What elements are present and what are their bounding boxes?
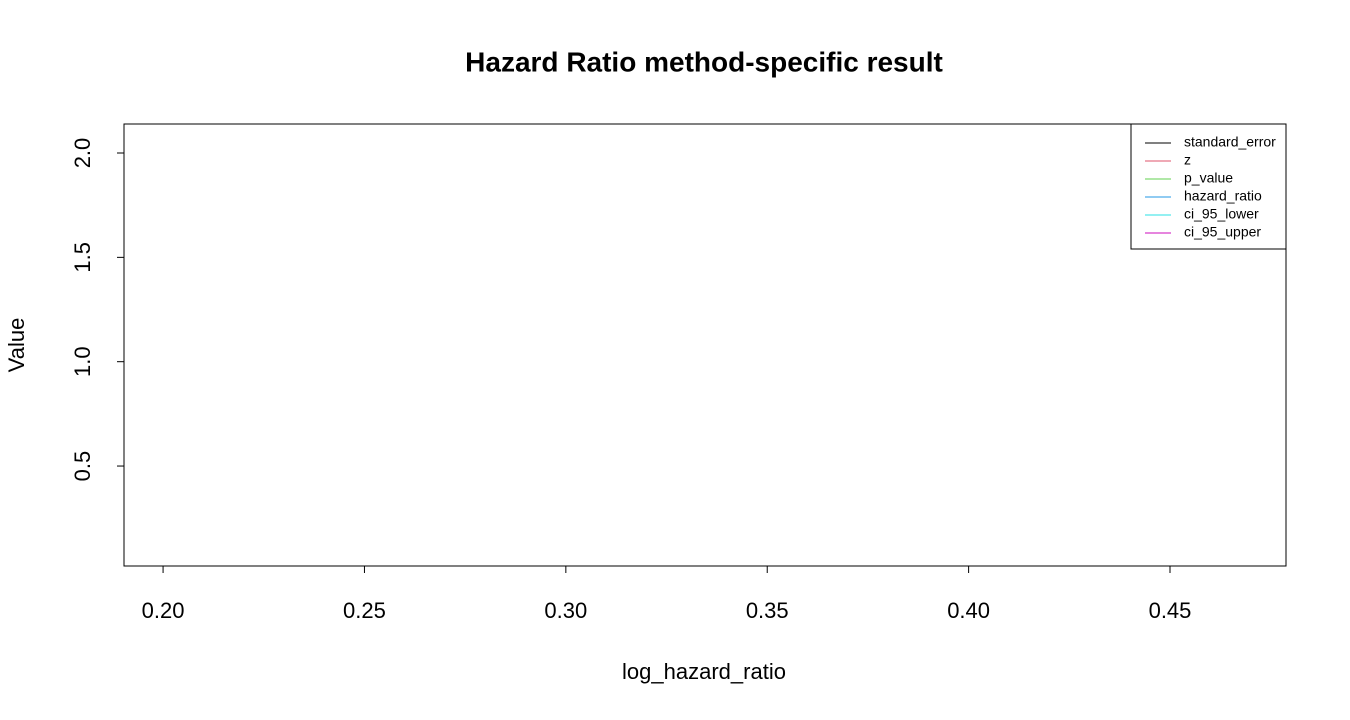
y-axis-label: Value — [4, 318, 29, 373]
x-tick-label: 0.30 — [544, 598, 587, 623]
x-tick-label: 0.35 — [746, 598, 789, 623]
x-tick-label: 0.40 — [947, 598, 990, 623]
legend-label: z — [1184, 152, 1191, 168]
legend-label: p_value — [1184, 170, 1233, 186]
legend-label: hazard_ratio — [1184, 188, 1262, 204]
y-tick-label: 1.0 — [70, 346, 95, 377]
legend-label: standard_error — [1184, 134, 1276, 150]
x-tick-label: 0.20 — [142, 598, 185, 623]
legend-label: ci_95_lower — [1184, 206, 1259, 222]
chart-title: Hazard Ratio method-specific result — [465, 46, 943, 77]
x-tick-label: 0.25 — [343, 598, 386, 623]
x-tick-label: 0.45 — [1149, 598, 1192, 623]
x-axis-label: log_hazard_ratio — [622, 659, 786, 684]
legend-box — [1130, 123, 1287, 250]
y-tick-label: 2.0 — [70, 138, 95, 169]
plot-frame — [123, 123, 1287, 567]
y-tick-label: 1.5 — [70, 242, 95, 273]
y-tick-label: 0.5 — [70, 451, 95, 482]
legend-label: ci_95_upper — [1184, 224, 1261, 240]
